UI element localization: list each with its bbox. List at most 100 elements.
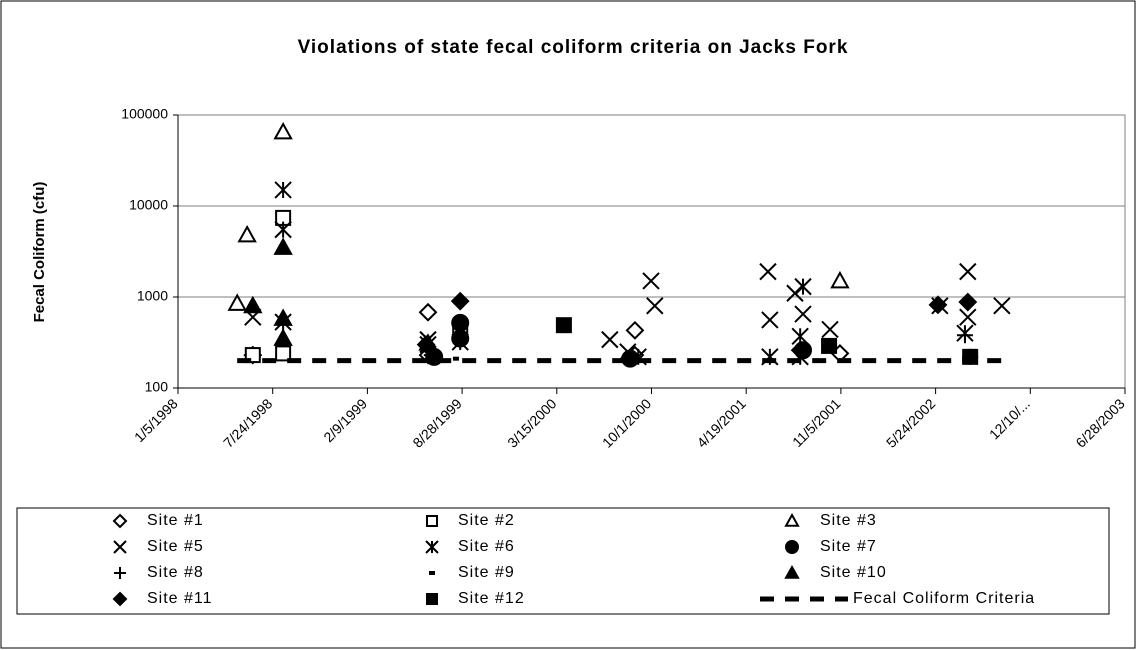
marker-part (452, 356, 459, 361)
marker-part (243, 295, 263, 314)
marker (601, 330, 619, 349)
y-tick-label: 1000 (137, 288, 168, 304)
legend-label: Site #1 (147, 512, 204, 529)
marker-part (275, 345, 292, 362)
marker-part (112, 591, 128, 607)
marker (452, 356, 459, 361)
marker (274, 220, 292, 239)
marker-part (794, 305, 812, 323)
marker (227, 293, 247, 311)
marker (993, 297, 1011, 315)
legend-label: Site #11 (147, 590, 213, 607)
chart-title: Violations of state fecal coliform crite… (298, 37, 849, 58)
marker (959, 262, 977, 281)
marker (794, 305, 812, 323)
marker (275, 345, 292, 362)
legend-swatch (112, 591, 128, 607)
marker-part (273, 328, 293, 346)
y-axis-title: Fecal Coliform (cfu) (31, 182, 48, 323)
marker-part (601, 330, 619, 349)
marker-part (830, 270, 850, 289)
marker (451, 329, 470, 348)
marker-part (416, 335, 436, 354)
legend-label: Site #6 (458, 538, 515, 555)
y-tick-label: 10000 (129, 197, 168, 213)
marker (830, 270, 850, 289)
marker-part (784, 564, 800, 579)
marker-part (273, 121, 293, 140)
marker-part (450, 291, 470, 311)
marker (821, 337, 838, 354)
legend-swatch (113, 540, 127, 554)
marker (786, 284, 804, 302)
marker-part (821, 320, 839, 339)
marker-part (642, 272, 660, 290)
y-tick-label: 100000 (121, 106, 168, 122)
legend-swatch (425, 540, 439, 554)
marker (416, 335, 436, 354)
legend-label: Site #3 (820, 512, 877, 529)
marker-part (451, 329, 470, 348)
marker-part (112, 513, 128, 529)
marker-part (993, 297, 1011, 315)
legend-label: Site #7 (820, 538, 877, 555)
marker (237, 224, 257, 243)
marker-part (786, 284, 804, 302)
marker-part (958, 292, 978, 312)
legend-box (16, 507, 1110, 615)
legend-swatch (426, 593, 438, 605)
marker (274, 181, 292, 199)
marker-part (273, 308, 293, 326)
marker-part (759, 262, 777, 281)
marker (273, 308, 293, 326)
legend-label: Site #9 (458, 564, 515, 581)
marker (418, 302, 438, 322)
marker-part (113, 540, 127, 554)
legend-label: Fecal Coliform Criteria (853, 590, 1035, 607)
legend-swatch (784, 564, 800, 579)
marker (450, 291, 470, 311)
marker-part (555, 317, 572, 334)
marker (273, 328, 293, 346)
marker-part (429, 571, 435, 575)
marker-part (785, 540, 799, 554)
legend-swatch (429, 571, 435, 575)
marker (821, 320, 839, 339)
legend-label: Site #10 (820, 564, 887, 581)
marker-part (273, 237, 293, 255)
legend-swatch (114, 567, 126, 579)
marker (794, 277, 812, 296)
marker (959, 308, 977, 326)
legend-swatch (785, 540, 799, 554)
marker (928, 295, 948, 315)
marker-part (959, 308, 977, 326)
marker (642, 272, 660, 290)
marker-part (928, 295, 948, 315)
legend-swatch (426, 515, 438, 527)
marker-part (426, 515, 438, 527)
marker-part (784, 512, 800, 527)
marker (761, 311, 779, 329)
marker-part (426, 593, 438, 605)
legend-swatch (112, 513, 128, 529)
plot-area (177, 114, 1126, 389)
marker (759, 262, 777, 281)
legend-swatch (784, 512, 800, 527)
legend-label: Site #2 (458, 512, 515, 529)
marker (243, 295, 263, 314)
marker-part (451, 313, 470, 332)
marker (646, 297, 664, 315)
marker-part (227, 293, 247, 311)
legend-label: Site #5 (147, 538, 204, 555)
marker (956, 327, 973, 344)
marker-part (646, 297, 664, 315)
marker-part (959, 262, 977, 281)
marker-part (821, 337, 838, 354)
marker-part (237, 224, 257, 243)
marker (625, 320, 645, 340)
legend-label: Site #12 (458, 590, 525, 607)
marker-part (625, 320, 645, 340)
marker (273, 237, 293, 255)
marker-part (418, 302, 438, 322)
